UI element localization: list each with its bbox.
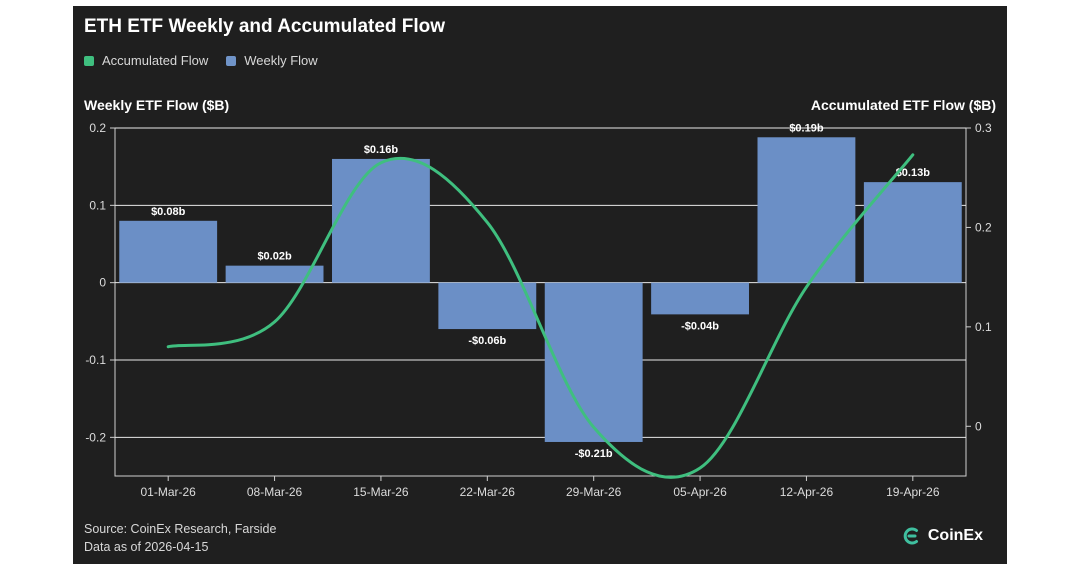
bar-data-label: $0.08b [151,206,186,218]
y2-tick-label: 0 [975,419,982,433]
bar-data-label: -$0.06b [468,335,506,347]
x-tick-label: 19-Apr-26 [886,485,940,499]
brand-logo: CoinEx [902,526,983,546]
y2-tick-label: 0.3 [975,121,992,135]
bar [225,265,324,283]
legend-label-weekly: Weekly Flow [244,53,318,68]
legend-label-accumulated: Accumulated Flow [102,53,209,68]
legend-item-accumulated: Accumulated Flow [84,53,208,68]
x-tick-label: 22-Mar-26 [460,485,516,499]
x-tick-label: 08-Mar-26 [247,485,303,499]
bar [651,282,749,315]
right-axis-title: Accumulated ETF Flow ($B) [810,97,996,113]
x-tick-label: 29-Mar-26 [566,485,622,499]
y-tick-label: 0.1 [89,198,106,212]
accumulated-flow-line [166,153,915,479]
bar-data-label: $0.13b [896,167,931,179]
y-tick-label: -0.1 [85,353,106,367]
bar [863,182,962,283]
bar [544,282,643,442]
chart-title: ETH ETF Weekly and Accumulated Flow [84,16,446,37]
chart-svg: -0.2 -0.1 0 0.1 0.2 0 0.1 0.2 0.3 $0.08b $0.02b $0.… [85,121,992,499]
legend-swatch-weekly [226,55,237,66]
y-tick-label: -0.2 [85,430,106,444]
x-tick-label: 01-Mar-26 [141,485,197,499]
bar-data-label: $0.16b [364,144,399,156]
data-date-note: Data as of 2026-04-15 [84,540,209,554]
bar-data-label: $0.19b [789,122,824,134]
bar [438,282,537,330]
coinex-logo-icon [903,527,918,545]
y2-tick-label: 0.1 [975,320,992,334]
legend-swatch-accumulated [84,55,94,66]
x-tick-label: 12-Apr-26 [780,485,834,499]
legend: Accumulated Flow Weekly Flow [84,53,318,68]
bar-data-label: -$0.21b [575,448,613,460]
bar-data-label: -$0.04b [681,320,719,332]
legend-item-weekly: Weekly Flow [226,53,318,68]
y2-tick-label: 0.2 [975,220,992,234]
y-tick-label: 0 [99,276,106,290]
y-tick-label: 0.2 [89,121,106,135]
bar [757,137,856,283]
bar-data-label: $0.02b [257,251,292,263]
x-tick-label: 15-Mar-26 [353,485,409,499]
footer: Source: CoinEx Research, Farside Data as… [84,520,276,556]
source-note: Source: CoinEx Research, Farside [84,522,277,536]
x-tick-label: 05-Apr-26 [673,485,727,499]
bar [119,220,218,283]
bar [332,158,430,283]
left-axis-title: Weekly ETF Flow ($B) [84,97,230,113]
brand-name: CoinEx [927,527,983,544]
chart-panel: ETH ETF Weekly and Accumulated Flow Accu… [73,6,1007,564]
